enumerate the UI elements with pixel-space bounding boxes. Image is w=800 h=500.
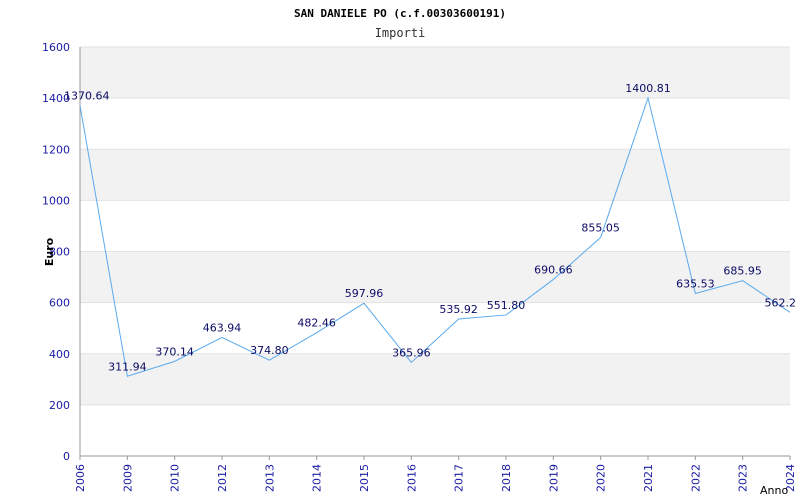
data-label: 365.96 [392,346,431,359]
y-tick-label: 200 [49,399,70,412]
data-labels: 1370.64 311.94 370.14 463.94 374.80 482.46 597… [64,82,796,373]
y-tick-labels: 0 200 400 600 800 1000 1200 1400 1600 [42,41,70,463]
x-tick-label: 2017 [453,464,466,492]
y-tick-label: 400 [49,348,70,361]
data-label: 370.14 [155,345,194,358]
x-tick-label: 2010 [169,464,182,492]
x-tick-label: 2009 [121,464,134,492]
x-tick-label: 2021 [642,464,655,492]
y-tick-label: 1400 [42,92,70,105]
x-tick-label: 2006 [74,464,87,492]
y-axis-label: Euro [43,237,56,266]
data-label: 551.80 [487,299,526,312]
x-tick-label: 2020 [595,464,608,492]
grid-band [80,47,790,99]
x-tick-label: 2013 [263,464,276,492]
y-tick-label: 1200 [42,143,70,156]
chart-title: SAN DANIELE PO (c.f.00303600191) [294,7,506,20]
data-label: 690.66 [534,263,573,276]
x-tick-label: 2023 [737,464,750,492]
x-tick-label: 2019 [547,464,560,492]
x-tick-label: 2015 [358,464,371,492]
y-tick-label: 0 [63,450,70,463]
x-tick-label: 2014 [311,464,324,492]
x-tick-labels: 2006 2009 2010 2012 2013 2014 2015 2016 2017 2018… [74,456,797,492]
y-tick-label: 1600 [42,41,70,54]
x-axis-label: Anno [760,484,788,497]
x-tick-label: 2018 [500,464,513,492]
x-tick-label: 2012 [216,464,229,492]
series-line [79,96,791,377]
y-tick-label: 1000 [42,194,70,207]
y-tick-label: 600 [49,297,70,310]
data-label: 635.53 [676,278,715,291]
x-tick-label: 2024 [784,464,797,492]
data-label: 597.96 [345,287,384,300]
data-label: 562.2 [765,296,797,309]
data-label: 311.94 [108,360,147,373]
data-label: 374.80 [250,344,289,357]
y-tick-label: 800 [49,246,70,259]
plot-background [80,46,790,406]
data-label: 1370.64 [64,90,110,103]
data-label: 855.05 [581,221,620,234]
chart-subtitle: Importi [375,26,426,40]
grid-band [80,251,790,303]
data-label: 535.92 [439,303,478,316]
data-label: 463.94 [203,321,242,334]
data-label: 1400.81 [625,82,671,95]
grid-band [80,353,790,405]
data-label: 685.95 [723,265,762,278]
x-tick-label: 2022 [689,464,702,492]
data-label: 482.46 [297,317,336,330]
x-tick-label: 2016 [405,464,418,492]
grid-band [80,149,790,201]
